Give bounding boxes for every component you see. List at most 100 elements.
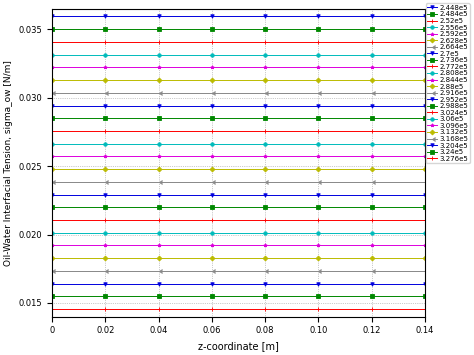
2.772e5 [263, 129, 268, 133]
3.06e5 [369, 231, 374, 235]
3.024e5 [369, 218, 374, 222]
2.52e5 [102, 40, 108, 44]
Line: 3.276e5: 3.276e5 [50, 307, 427, 311]
3.132e5 [369, 256, 374, 260]
2.88e5 [316, 167, 321, 171]
3.024e5 [422, 218, 428, 222]
2.52e5 [263, 40, 268, 44]
2.556e5 [369, 53, 374, 57]
Line: 2.736e5: 2.736e5 [50, 116, 427, 120]
3.168e5 [49, 269, 55, 273]
2.952e5 [263, 192, 268, 197]
2.7e5 [369, 103, 374, 108]
3.276e5 [316, 307, 321, 311]
3.204e5 [316, 282, 321, 286]
2.628e5 [422, 78, 428, 82]
2.628e5 [369, 78, 374, 82]
3.24e5 [422, 294, 428, 299]
2.628e5 [102, 78, 108, 82]
3.024e5 [263, 218, 268, 222]
3.024e5 [49, 218, 55, 222]
2.736e5 [209, 116, 215, 120]
2.916e5 [422, 180, 428, 184]
Line: 2.952e5: 2.952e5 [50, 193, 427, 196]
2.52e5 [156, 40, 162, 44]
2.988e5 [209, 205, 215, 209]
2.916e5 [209, 180, 215, 184]
2.988e5 [156, 205, 162, 209]
2.592e5 [209, 65, 215, 70]
3.096e5 [369, 243, 374, 247]
2.664e5 [156, 91, 162, 95]
2.844e5 [102, 154, 108, 159]
3.276e5 [156, 307, 162, 311]
2.844e5 [263, 154, 268, 159]
2.808e5 [102, 142, 108, 146]
3.06e5 [209, 231, 215, 235]
3.24e5 [49, 294, 55, 299]
Line: 2.448e5: 2.448e5 [50, 15, 427, 18]
2.988e5 [49, 205, 55, 209]
2.988e5 [369, 205, 374, 209]
2.952e5 [316, 192, 321, 197]
Line: 3.024e5: 3.024e5 [50, 218, 427, 222]
2.484e5 [422, 27, 428, 31]
3.24e5 [102, 294, 108, 299]
2.916e5 [316, 180, 321, 184]
2.628e5 [263, 78, 268, 82]
3.132e5 [316, 256, 321, 260]
Line: 2.844e5: 2.844e5 [50, 155, 427, 158]
Line: 2.484e5: 2.484e5 [50, 27, 427, 31]
2.772e5 [156, 129, 162, 133]
3.168e5 [156, 269, 162, 273]
2.772e5 [49, 129, 55, 133]
2.484e5 [263, 27, 268, 31]
3.276e5 [369, 307, 374, 311]
2.988e5 [316, 205, 321, 209]
3.276e5 [209, 307, 215, 311]
2.844e5 [316, 154, 321, 159]
2.772e5 [209, 129, 215, 133]
3.168e5 [263, 269, 268, 273]
2.844e5 [49, 154, 55, 159]
3.276e5 [49, 307, 55, 311]
2.916e5 [49, 180, 55, 184]
2.7e5 [209, 103, 215, 108]
2.484e5 [316, 27, 321, 31]
2.664e5 [209, 91, 215, 95]
2.88e5 [263, 167, 268, 171]
2.448e5 [369, 14, 374, 18]
2.448e5 [156, 14, 162, 18]
2.484e5 [369, 27, 374, 31]
2.592e5 [102, 65, 108, 70]
2.628e5 [156, 78, 162, 82]
Line: 2.592e5: 2.592e5 [50, 66, 427, 69]
2.484e5 [49, 27, 55, 31]
2.7e5 [263, 103, 268, 108]
2.772e5 [316, 129, 321, 133]
2.628e5 [49, 78, 55, 82]
2.808e5 [316, 142, 321, 146]
3.096e5 [316, 243, 321, 247]
2.772e5 [102, 129, 108, 133]
2.844e5 [209, 154, 215, 159]
2.988e5 [422, 205, 428, 209]
2.448e5 [49, 14, 55, 18]
Line: 2.916e5: 2.916e5 [50, 180, 427, 184]
3.168e5 [209, 269, 215, 273]
Line: 2.7e5: 2.7e5 [50, 104, 427, 107]
2.952e5 [369, 192, 374, 197]
2.448e5 [316, 14, 321, 18]
3.204e5 [422, 282, 428, 286]
2.52e5 [369, 40, 374, 44]
3.096e5 [49, 243, 55, 247]
3.132e5 [209, 256, 215, 260]
Line: 3.204e5: 3.204e5 [50, 282, 427, 285]
2.988e5 [263, 205, 268, 209]
Line: 2.88e5: 2.88e5 [50, 167, 427, 171]
2.808e5 [156, 142, 162, 146]
3.132e5 [422, 256, 428, 260]
2.736e5 [369, 116, 374, 120]
2.808e5 [422, 142, 428, 146]
Line: 2.556e5: 2.556e5 [50, 53, 427, 56]
